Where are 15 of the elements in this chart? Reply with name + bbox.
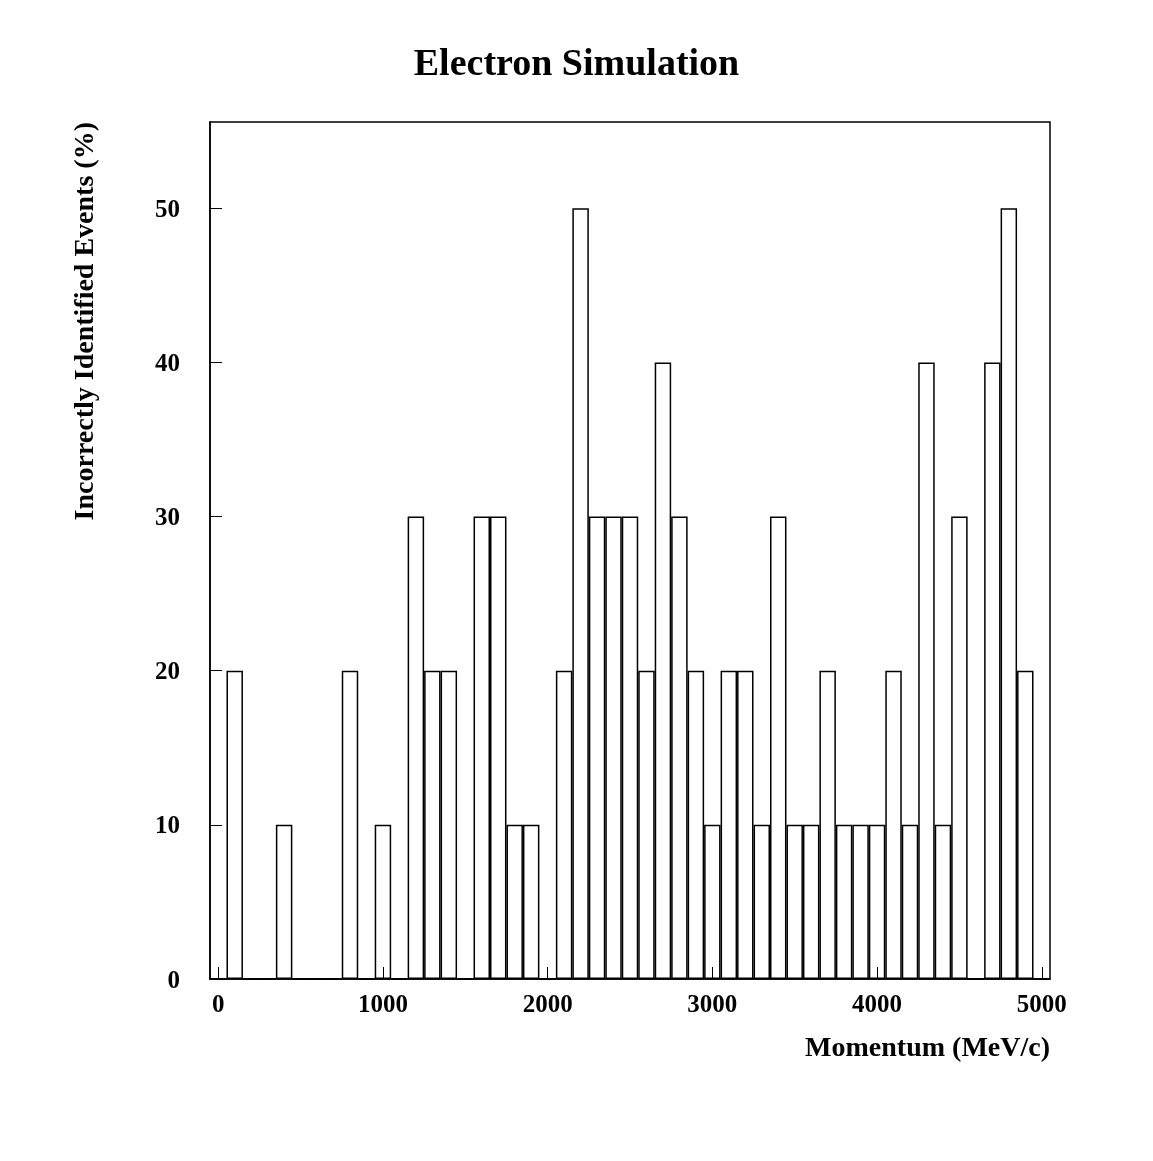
x-tick-label: 5000: [1016, 990, 1067, 1017]
y-tick-label: 50: [155, 194, 180, 222]
x-axis-title: Momentum (MeV/c): [805, 1030, 1050, 1062]
chart-title: Electron Simulation: [413, 41, 740, 83]
y-tick-label: 10: [155, 811, 180, 839]
x-tick-label: 0: [211, 990, 225, 1017]
y-tick-label: 20: [155, 657, 180, 685]
x-tick-label: 1000: [357, 990, 408, 1017]
x-tick-label: 4000: [852, 990, 903, 1017]
y-tick-label: 0: [167, 965, 180, 993]
y-axis-title: Incorrectly Identified Events (%): [67, 122, 99, 521]
x-tick-label: 3000: [687, 990, 738, 1017]
y-tick-label: 40: [155, 348, 180, 376]
x-tick-label: 2000: [522, 990, 573, 1017]
y-tick-label: 30: [155, 503, 180, 531]
